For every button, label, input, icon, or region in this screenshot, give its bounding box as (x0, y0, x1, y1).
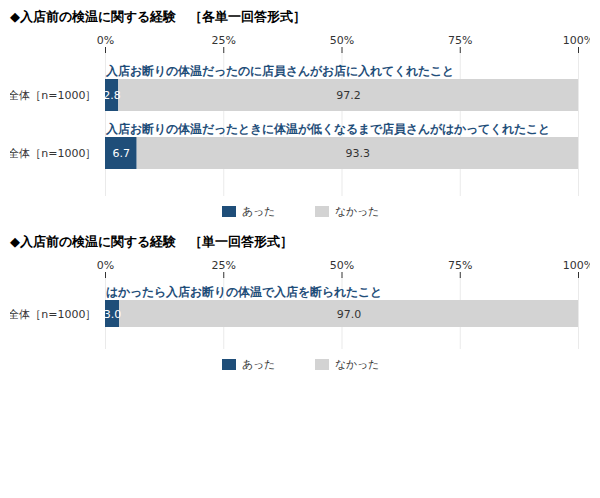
svg-text:100%: 100% (563, 259, 590, 272)
html-text:あった: あった (241, 205, 275, 218)
svg-text:入店お断りの体温だったのに店員さんがお店に入れてくれたこと: 入店お断りの体温だったのに店員さんがお店に入れてくれたこと (105, 64, 454, 78)
svg-text:50%: 50% (330, 259, 354, 272)
svg-text:25%: 25% (212, 259, 236, 272)
svg-text:はかったら入店お断りの体温で入店を断られたこと: はかったら入店お断りの体温で入店を断られたこと (106, 285, 382, 299)
svg-text:75%: 75% (448, 34, 472, 47)
svg-text:0%: 0% (97, 259, 114, 272)
html-text:◆入店前の検温に関する経験 ［単一回答形式］: ◆入店前の検温に関する経験 ［単一回答形式］ (10, 234, 293, 249)
svg-text:全体［n=1000］: 全体［n=1000］ (10, 308, 97, 321)
svg-text:75%: 75% (448, 259, 472, 272)
svg-text:0%: 0% (97, 34, 114, 47)
svg-text:3.0: 3.0 (104, 308, 122, 321)
svg-text:50%: 50% (330, 34, 354, 47)
html-text:なかった: なかった (334, 205, 379, 218)
svg-text:97.2: 97.2 (336, 89, 361, 102)
html-text:なかった: なかった (334, 358, 379, 371)
html-text:あった: あった (241, 358, 275, 371)
svg-text:2.8: 2.8 (103, 89, 121, 102)
svg-text:25%: 25% (212, 34, 236, 47)
svg-text:入店お断りの体温だったときに体温が低くなるまで店員さんがはか: 入店お断りの体温だったときに体温が低くなるまで店員さんがはかってくれたこと (105, 122, 550, 136)
svg-text:6.7: 6.7 (113, 147, 130, 160)
svg-text:93.3: 93.3 (346, 147, 371, 160)
svg-text:97.0: 97.0 (337, 308, 362, 321)
svg-text:全体［n=1000］: 全体［n=1000］ (10, 147, 97, 160)
html-text:◆入店前の検温に関する経験 ［各単一回答形式］: ◆入店前の検温に関する経験 ［各単一回答形式］ (10, 9, 306, 24)
svg-text:100%: 100% (563, 34, 590, 47)
svg-text:全体［n=1000］: 全体［n=1000］ (10, 89, 97, 102)
